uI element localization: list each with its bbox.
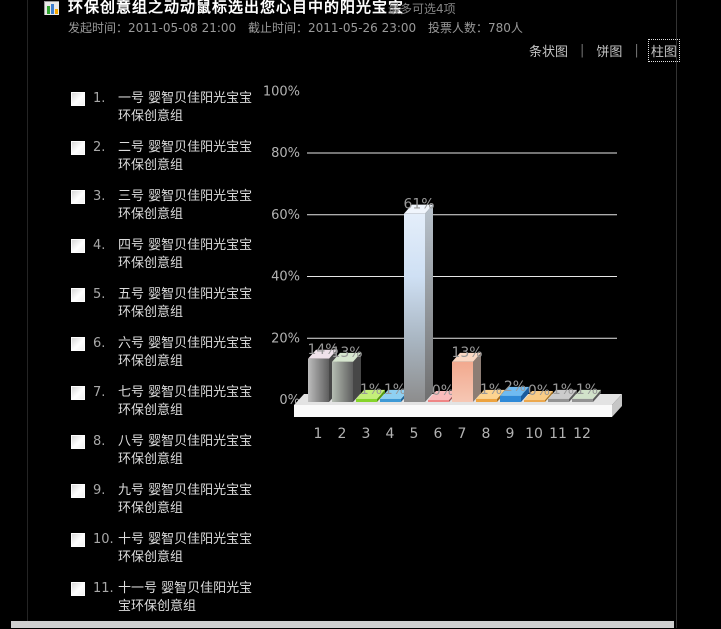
svg-text:12: 12 (573, 426, 591, 442)
option-checkbox[interactable] (71, 582, 85, 596)
option-number: 1. (93, 91, 106, 106)
option-label: 七号 婴智贝佳阳光宝宝环保创意组 (118, 385, 253, 418)
option-number: 9. (93, 483, 106, 498)
option-number: 2. (93, 140, 106, 155)
option-label: 八号 婴智贝佳阳光宝宝环保创意组 (118, 434, 253, 467)
option-checkbox[interactable] (71, 190, 85, 204)
option-checkbox[interactable] (71, 288, 85, 302)
view-link-bar[interactable]: 条状图 (529, 45, 569, 60)
option-label: 二号 婴智贝佳阳光宝宝环保创意组 (118, 140, 253, 173)
view-link-column[interactable]: 柱图 (647, 39, 680, 62)
option-checkbox[interactable] (71, 386, 85, 400)
poll-option: 2. 二号 婴智贝佳阳光宝宝环保创意组 (71, 139, 271, 175)
svg-text:60%: 60% (271, 208, 300, 223)
option-label: 一号 婴智贝佳阳光宝宝环保创意组 (118, 91, 253, 124)
option-label: 三号 婴智贝佳阳光宝宝环保创意组 (118, 189, 253, 222)
poll-options-list: 1. 一号 婴智贝佳阳光宝宝环保创意组 2. 二号 婴智贝佳阳光宝宝环保创意组 … (71, 90, 271, 629)
option-number: 5. (93, 287, 106, 302)
svg-text:1%: 1% (552, 382, 574, 398)
option-number: 11. (93, 581, 114, 596)
option-checkbox[interactable] (71, 533, 85, 547)
poll-title: 环保创意组之动动鼠标选出您心目中的阳光宝宝 (68, 0, 405, 16)
option-number: 8. (93, 434, 106, 449)
poll-option: 11. 十一号 婴智贝佳阳光宝宝环保创意组 (71, 580, 271, 616)
column-chart: 0%20%40%60%80%100%14%13%1% 1%61%0%13%1% 2%… (263, 84, 622, 442)
option-label: 六号 婴智贝佳阳光宝宝环保创意组 (118, 336, 253, 369)
poll-chart-icon (44, 1, 59, 15)
svg-text:1%: 1% (384, 382, 406, 398)
option-number: 3. (93, 189, 106, 204)
view-link-pie[interactable]: 饼图 (596, 45, 623, 60)
svg-text:3: 3 (362, 426, 371, 442)
content-left-border (27, 0, 28, 628)
svg-text:1: 1 (314, 426, 323, 442)
svg-text:14%: 14% (307, 342, 338, 358)
poll-option: 6. 六号 婴智贝佳阳光宝宝环保创意组 (71, 335, 271, 371)
option-checkbox[interactable] (71, 484, 85, 498)
svg-text:61%: 61% (403, 197, 434, 213)
end-time: 截止时间：2011-05-26 23:00 (248, 21, 417, 35)
chart-view-switcher: 条状图 | 饼图 | 柱图 (527, 39, 680, 62)
svg-text:1%: 1% (360, 382, 382, 398)
svg-text:100%: 100% (263, 84, 300, 99)
svg-text:40%: 40% (271, 270, 300, 285)
svg-text:80%: 80% (271, 146, 300, 161)
option-label: 五号 婴智贝佳阳光宝宝环保创意组 (118, 287, 253, 320)
poll-option: 7. 七号 婴智贝佳阳光宝宝环保创意组 (71, 384, 271, 420)
option-number: 10. (93, 532, 114, 547)
option-number: 4. (93, 238, 106, 253)
svg-text:4: 4 (386, 426, 395, 442)
option-label: 四号 婴智贝佳阳光宝宝环保创意组 (118, 238, 253, 271)
poll-option: 5. 五号 婴智贝佳阳光宝宝环保创意组 (71, 286, 271, 322)
svg-text:1%: 1% (480, 382, 502, 398)
svg-text:2: 2 (338, 426, 347, 442)
svg-text:7: 7 (458, 426, 467, 442)
option-checkbox[interactable] (71, 337, 85, 351)
start-time: 发起时间：2011-05-08 21:00 (68, 21, 237, 35)
svg-text:6: 6 (434, 426, 443, 442)
poll-option: 3. 三号 婴智贝佳阳光宝宝环保创意组 (71, 188, 271, 224)
svg-text:13%: 13% (331, 345, 362, 361)
next-section-edge (11, 621, 674, 628)
svg-text:13%: 13% (451, 345, 482, 361)
svg-text:9: 9 (506, 426, 515, 442)
option-number: 6. (93, 336, 106, 351)
poll-option: 1. 一号 婴智贝佳阳光宝宝环保创意组 (71, 90, 271, 126)
svg-text:2%: 2% (504, 379, 526, 395)
option-number: 7. (93, 385, 106, 400)
poll-option: 9. 九号 婴智贝佳阳光宝宝环保创意组 (71, 482, 271, 518)
svg-text:0%: 0% (528, 383, 550, 399)
content-right-border (676, 0, 677, 628)
option-checkbox[interactable] (71, 92, 85, 106)
option-label: 十号 婴智贝佳阳光宝宝环保创意组 (118, 532, 253, 565)
poll-option: 8. 八号 婴智贝佳阳光宝宝环保创意组 (71, 433, 271, 469)
option-label: 九号 婴智贝佳阳光宝宝环保创意组 (118, 483, 253, 516)
svg-text:20%: 20% (271, 331, 300, 346)
svg-text:1%: 1% (576, 382, 598, 398)
separator: | (634, 43, 639, 58)
option-checkbox[interactable] (71, 239, 85, 253)
option-checkbox[interactable] (71, 141, 85, 155)
option-checkbox[interactable] (71, 435, 85, 449)
separator: | (580, 43, 585, 58)
svg-text:8: 8 (482, 426, 491, 442)
voter-count: 投票人数：780人 (428, 21, 523, 35)
svg-text:11: 11 (549, 426, 567, 442)
svg-text:10: 10 (525, 426, 543, 442)
svg-text:5: 5 (410, 426, 419, 442)
poll-option: 10. 十号 婴智贝佳阳光宝宝环保创意组 (71, 531, 271, 567)
svg-text:0%: 0% (432, 383, 454, 399)
poll-option: 4. 四号 婴智贝佳阳光宝宝环保创意组 (71, 237, 271, 273)
option-label: 十一号 婴智贝佳阳光宝宝环保创意组 (118, 581, 253, 614)
max-select-hint: 最多可选4项 (388, 2, 456, 16)
